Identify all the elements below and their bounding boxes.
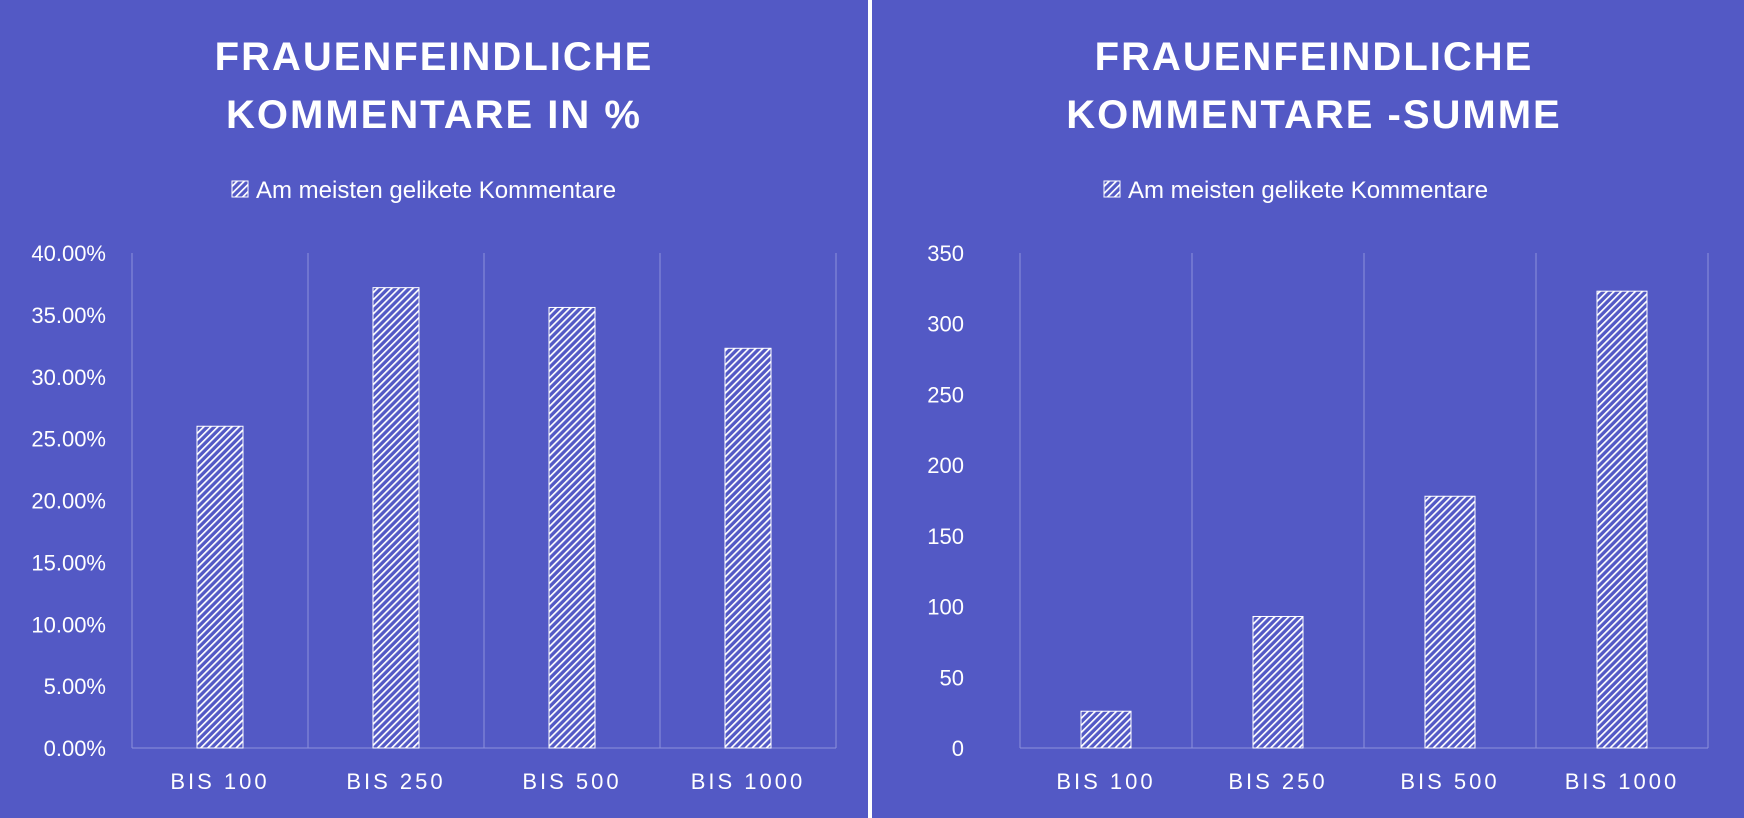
legend-swatch (231, 180, 249, 198)
x-tick-label: BIS 1000 (691, 769, 806, 794)
y-tick-label: 300 (927, 312, 964, 337)
y-tick-label: 250 (927, 382, 964, 407)
y-tick-label: 50 (940, 665, 964, 690)
x-tick-label: BIS 1000 (1565, 769, 1680, 794)
y-tick-label: 20.00% (31, 489, 106, 514)
x-tick-label: BIS 500 (522, 769, 621, 794)
y-tick-label: 5.00% (44, 674, 106, 699)
bar-bis-500 (548, 306, 596, 749)
y-tick-label: 0.00% (44, 736, 106, 761)
y-tick-label: 25.00% (31, 427, 106, 452)
y-tick-label: 35.00% (31, 303, 106, 328)
gridlines (1019, 253, 1709, 749)
y-tick-label: 350 (927, 241, 964, 266)
bar-bis-100 (196, 425, 244, 749)
legend-swatch (1103, 180, 1121, 198)
legend: Am meisten gelikete Kommentare (231, 177, 616, 204)
x-tick-label: BIS 500 (1400, 769, 1499, 794)
chart-title-line-2: KOMMENTARE -SUMME (1066, 93, 1561, 137)
y-tick-label: 0 (952, 736, 964, 761)
y-tick-label: 40.00% (31, 241, 106, 266)
legend-label: Am meisten gelikete Kommentare (1128, 177, 1488, 204)
bar-bis-250 (372, 287, 420, 749)
legend: Am meisten gelikete Kommentare (1103, 177, 1488, 204)
y-tick-label: 150 (927, 524, 964, 549)
gridlines (131, 253, 837, 749)
chart-panel-sum: FRAUENFEINDLICHE KOMMENTARE -SUMME Am me… (872, 0, 1744, 818)
y-tick-label: 30.00% (31, 365, 106, 390)
bar-bis-1000 (724, 347, 772, 749)
x-tick-label: BIS 100 (170, 769, 269, 794)
bars (1080, 290, 1648, 749)
y-tick-label: 100 (927, 595, 964, 620)
bar-bis-500 (1424, 495, 1476, 749)
x-axis: BIS 100 BIS 250 BIS 500 BIS 1000 (1056, 769, 1680, 794)
y-tick-label: 200 (927, 453, 964, 478)
chart-title-line-1: FRAUENFEINDLICHE (215, 35, 654, 79)
y-tick-label: 10.00% (31, 612, 106, 637)
bar-bis-1000 (1596, 290, 1648, 749)
bar-chart-sum: FRAUENFEINDLICHE KOMMENTARE -SUMME Am me… (927, 35, 1709, 794)
x-tick-label: BIS 250 (346, 769, 445, 794)
chart-title-line-2: KOMMENTARE IN % (226, 93, 642, 137)
y-axis: 0 50 100 150 200 250 300 350 (927, 241, 964, 761)
y-axis: 0.00% 5.00% 10.00% 15.00% 20.00% 25.00% 30.00%… (31, 241, 106, 761)
bar-bis-100 (1080, 710, 1132, 749)
chart-title-line-1: FRAUENFEINDLICHE (1095, 35, 1534, 79)
x-axis: BIS 100 BIS 250 BIS 500 BIS 1000 (170, 769, 806, 794)
x-tick-label: BIS 250 (1228, 769, 1327, 794)
x-tick-label: BIS 100 (1056, 769, 1155, 794)
bar-chart-percent: FRAUENFEINDLICHE KOMMENTARE IN % Am meis… (31, 35, 837, 794)
legend-label: Am meisten gelikete Kommentare (256, 177, 616, 204)
bar-bis-250 (1252, 615, 1304, 749)
y-tick-label: 15.00% (31, 550, 106, 575)
chart-panel-percent: FRAUENFEINDLICHE KOMMENTARE IN % Am meis… (0, 0, 868, 818)
bars (196, 287, 772, 749)
